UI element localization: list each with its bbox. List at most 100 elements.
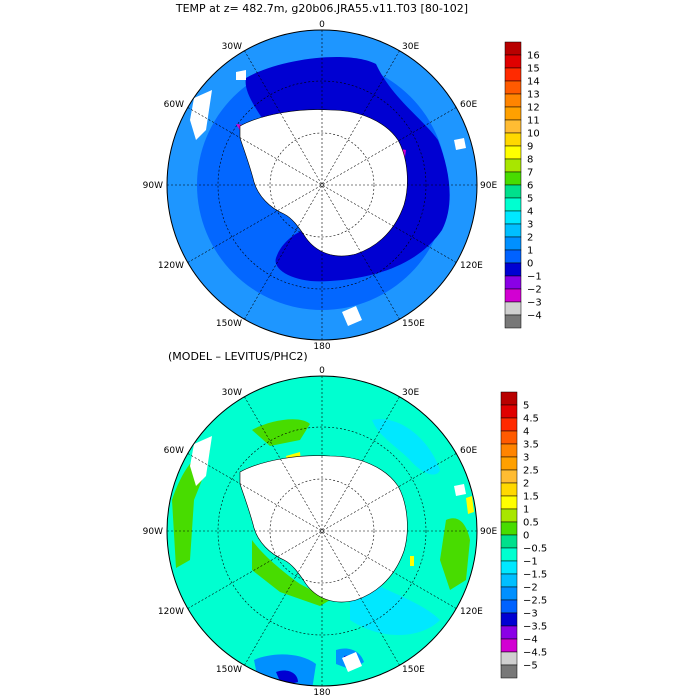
colorbar-swatch	[500, 391, 518, 406]
lon-label-150w: 150W	[216, 665, 242, 675]
land-patch-1	[190, 90, 212, 140]
colorbar-swatch	[504, 236, 522, 251]
colorbar-swatch	[504, 54, 522, 69]
colorbar-swatch	[500, 404, 518, 419]
colorbar-tick-label: 9	[527, 142, 533, 153]
lon-label-150w: 150W	[216, 319, 242, 329]
colorbar-tick-label: 1	[527, 246, 533, 257]
lon-label-120w: 120W	[158, 261, 184, 271]
colorbar-swatch	[504, 210, 522, 225]
colorbar-tick-label: −4	[523, 635, 538, 646]
land-patch-2	[342, 484, 466, 672]
lon-label-90e: 90E	[480, 527, 497, 537]
colorbar-swatch	[504, 171, 522, 186]
colorbar-tick-label: 15	[527, 64, 540, 75]
longitude-labels: 0 30E 60E 90E 120E 150E 180 150W 120W 90…	[143, 366, 498, 698]
colorbar-swatch	[500, 456, 518, 471]
colorbar-swatch	[500, 651, 518, 666]
colorbar-swatch	[500, 443, 518, 458]
difference-polar-map: 0 30E 60E 90E 120E 150E 180 150W 120W 90…	[143, 366, 498, 698]
colorbar-tick-label: 4	[527, 207, 533, 218]
colorbar-swatch	[500, 521, 518, 536]
colorbar-tick-label: −1	[527, 272, 542, 283]
colorbar-tick-label: −2	[527, 285, 542, 296]
colorbar-tick-label: 10	[527, 129, 540, 140]
lon-label-150e: 150E	[402, 665, 425, 675]
colorbar-swatch	[504, 249, 522, 264]
lon-label-180: 180	[313, 342, 330, 352]
negative-anomaly-navy	[276, 655, 352, 686]
colorbar-swatch	[500, 586, 518, 601]
colorbar-swatch	[504, 93, 522, 108]
lon-label-30e: 30E	[402, 42, 419, 52]
colorbar-swatch	[500, 625, 518, 640]
lon-label-180: 180	[313, 688, 330, 698]
antarctica-land	[239, 109, 408, 257]
colorbar-tick-label: 0.5	[523, 518, 539, 529]
temperature-polar-map: 0 30E 60E 90E 120E 150E 180 150W 120W 90…	[143, 20, 498, 352]
lon-label-60e: 60E	[460, 446, 477, 456]
colorbar-tick-label: −4.5	[523, 648, 547, 659]
colorbar-tick-label: −1.5	[523, 570, 547, 581]
colorbar-swatch	[504, 132, 522, 147]
colorbar-swatch	[500, 612, 518, 627]
light-cyan-patches	[350, 419, 440, 635]
colorbar-tick-label: 1.5	[523, 492, 539, 503]
difference-colorbar: 5 4.5 4 3.5 3 2.5 2 1.5 1 0.5 0 −0.5 −1 −1.5 −2 −2.5 −3 −…	[500, 391, 547, 679]
lon-label-30w: 30W	[222, 388, 242, 398]
difference-subtitle: (MODEL – LEVITUS/PHC2)	[168, 350, 308, 363]
map-boundary	[166, 29, 478, 341]
lon-label-30w: 30W	[222, 42, 242, 52]
lon-label-90e: 90E	[480, 181, 497, 191]
colorbar-swatch	[504, 145, 522, 160]
colorbar-swatch	[500, 599, 518, 614]
colorbar-tick-label: 2.5	[523, 466, 539, 477]
colorbar-tick-label: −3.5	[523, 622, 547, 633]
colorbar-tick-label: −5	[523, 661, 538, 672]
colorbar-swatch	[500, 482, 518, 497]
colorbar-swatch	[504, 67, 522, 82]
colorbar-tick-label: 3	[527, 220, 533, 231]
figure-title: TEMP at z= 482.7m, g20b06.JRA55.v11.T03 …	[175, 2, 468, 15]
colorbar-tick-label: 0	[523, 531, 529, 542]
antarctica-land	[239, 455, 408, 603]
colorbar-swatch	[504, 197, 522, 212]
colorbar-tick-label: −2.5	[523, 596, 547, 607]
lon-label-0: 0	[319, 366, 325, 376]
colorbar-tick-label: 16	[527, 51, 540, 62]
colorbar-tick-label: −0.5	[523, 544, 547, 555]
colorbar-tick-label: 12	[527, 103, 540, 114]
colorbar-tick-label: 3	[523, 453, 529, 464]
colorbar-tick-label: 2	[523, 479, 529, 490]
colorbar-tick-label: 3.5	[523, 440, 539, 451]
colorbar-swatch	[500, 573, 518, 588]
land-patch-1	[190, 436, 212, 486]
colorbar-swatch	[504, 223, 522, 238]
colorbar-swatch	[500, 508, 518, 523]
colorbar-tick-label: 13	[527, 90, 540, 101]
map-boundary	[166, 375, 478, 687]
colorbar-swatch	[504, 41, 522, 56]
colorbar-swatch	[500, 495, 518, 510]
colorbar-tick-label: 6	[527, 181, 533, 192]
colorbar-tick-label: 8	[527, 155, 533, 166]
colorbar-tick-label: −2	[523, 583, 538, 594]
colorbar-swatch	[504, 262, 522, 277]
lon-label-150e: 150E	[402, 319, 425, 329]
colorbar-swatch	[500, 430, 518, 445]
lon-label-90w: 90W	[143, 527, 163, 537]
colorbar-tick-label: −4	[527, 311, 542, 322]
lon-label-90w: 90W	[143, 181, 163, 191]
cold-water-region	[245, 56, 450, 282]
lon-label-60e: 60E	[460, 100, 477, 110]
colorbar-swatch	[504, 80, 522, 95]
colorbar-swatch	[504, 184, 522, 199]
colorbar-swatch	[504, 275, 522, 290]
colorbar-swatch	[500, 664, 518, 679]
colorbar-swatch	[504, 288, 522, 303]
colorbar-swatch	[500, 534, 518, 549]
lon-label-60w: 60W	[164, 100, 184, 110]
lon-label-60w: 60W	[164, 446, 184, 456]
colorbar-tick-label: 1	[523, 505, 529, 516]
